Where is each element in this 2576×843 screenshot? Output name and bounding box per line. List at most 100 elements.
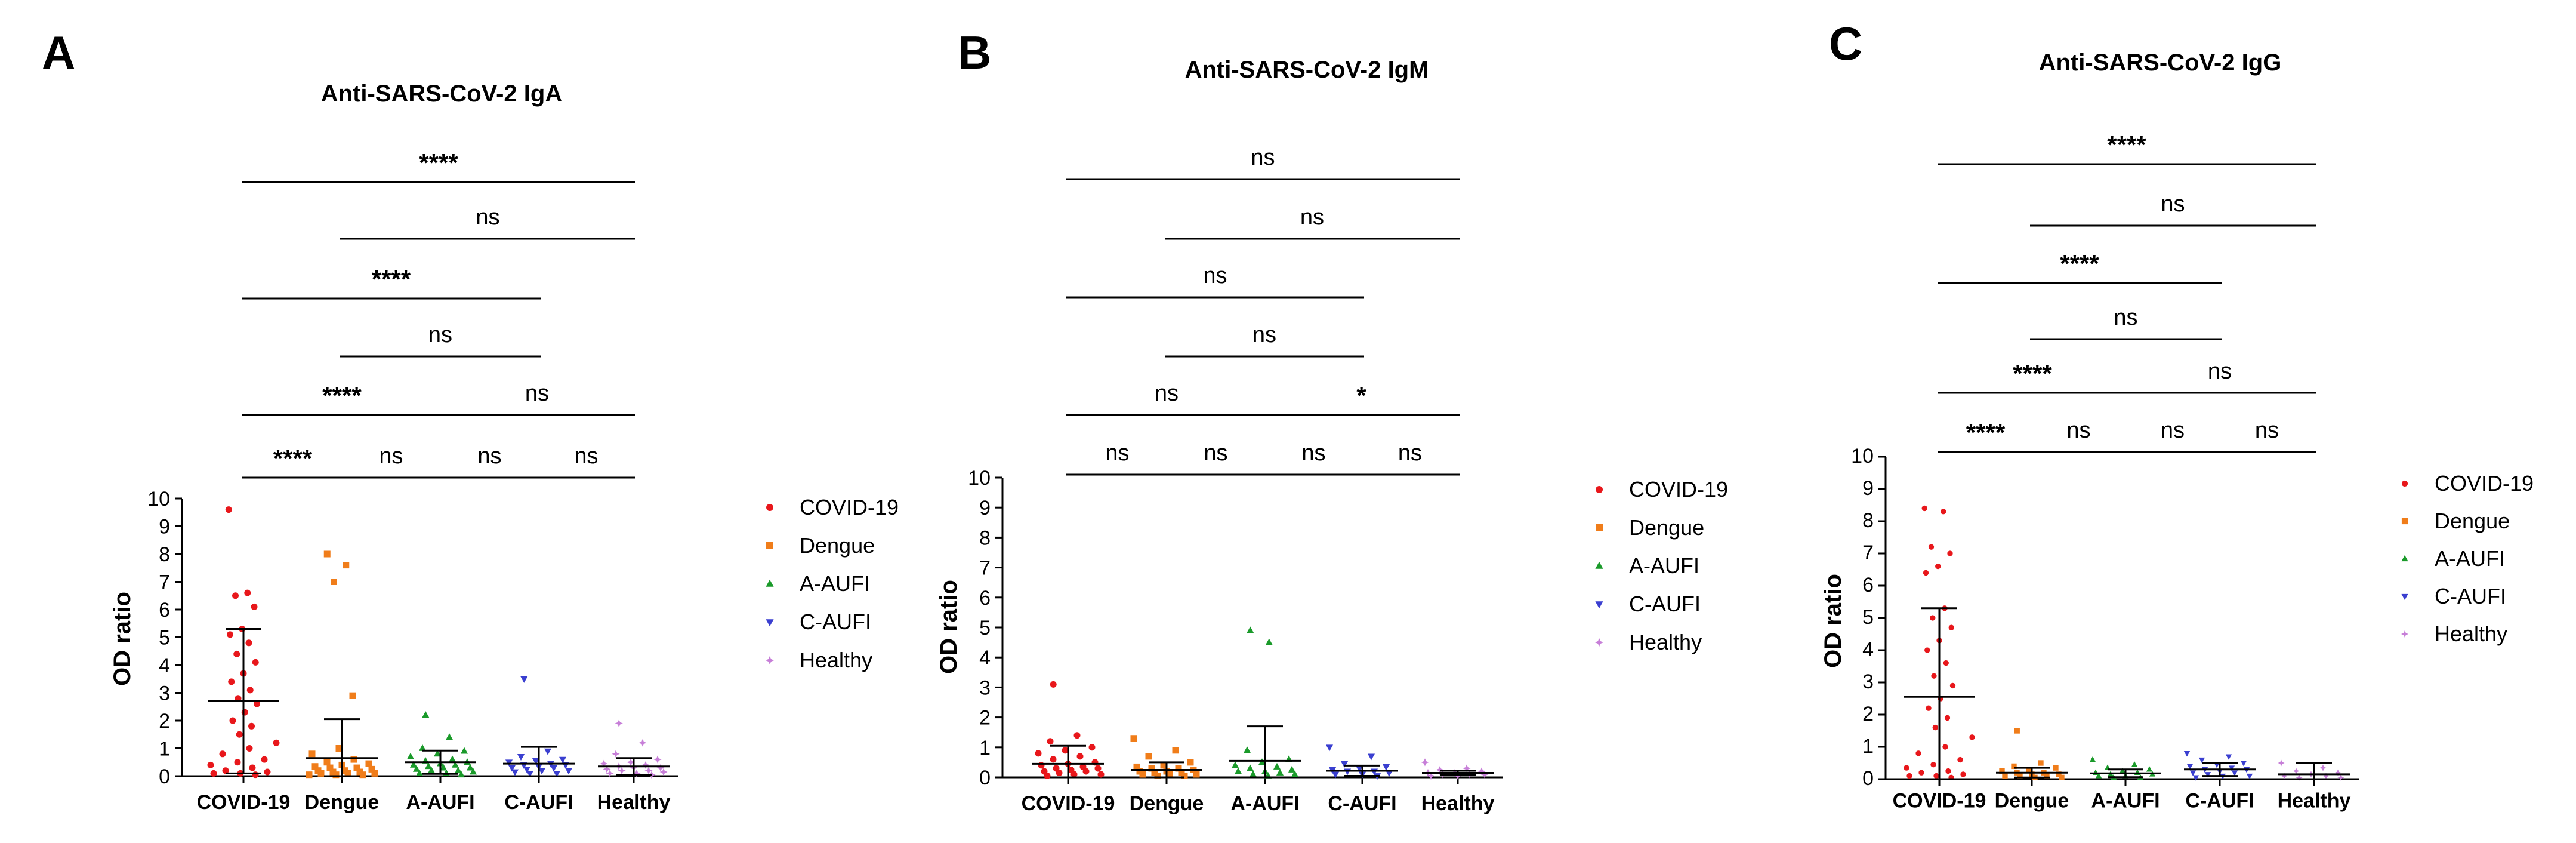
data-point-c-aufi (1355, 765, 1363, 773)
data-point-covid-19 (229, 717, 236, 724)
data-point-c-aufi (2192, 775, 2199, 781)
data-point-a-aufi (422, 711, 430, 718)
data-point-covid-19 (251, 603, 258, 610)
data-point-covid-19 (1047, 738, 1054, 745)
data-point-covid-19 (1969, 734, 1975, 740)
data-point-a-aufi (406, 752, 415, 759)
data-point-covid-19 (1073, 732, 1081, 739)
data-point-c-aufi (1367, 753, 1375, 761)
bracket-label: ns (2255, 418, 2279, 443)
data-point-covid-19 (1945, 768, 1951, 774)
legend-marker-c-aufi (1595, 601, 1603, 609)
y-tick-label: 2 (159, 710, 170, 733)
y-axis-label: OD ratio (109, 592, 135, 686)
data-point-c-aufi (564, 768, 573, 775)
panel-b: B Anti-SARS-CoV-2 IgM 0 1 2 3 4 5 6 7 8 9 10 OD ratio… (936, 26, 1728, 815)
y-tick-label: 10 (147, 488, 170, 510)
data-point-c-aufi (2225, 754, 2232, 760)
x-tick-label-a-aufi: A-AUFI (2091, 790, 2159, 813)
data-point-dengue (306, 771, 313, 779)
data-point-dengue (331, 579, 337, 585)
data-point-healthy (603, 765, 611, 773)
bracket-label: ns (2066, 418, 2090, 443)
data-point-dengue (332, 771, 340, 779)
data-point-covid-19 (1056, 769, 1063, 776)
legend-marker-dengue (1596, 524, 1603, 531)
data-point-covid-19 (1070, 771, 1078, 778)
series-healthy (1421, 758, 1494, 780)
x-tick-label-dengue: Dengue (305, 791, 380, 814)
significance-brackets: ns ns ns ns ns * ns ns ns ns (1066, 145, 1460, 476)
data-point-covid-19 (1947, 550, 1953, 556)
legend-marker-c-aufi (2401, 593, 2408, 601)
y-tick-label: 3 (1862, 670, 1874, 693)
data-point-covid-19 (252, 659, 259, 666)
data-point-covid-19 (1926, 705, 1932, 711)
data-point-c-aufi (1382, 764, 1390, 771)
data-point-a-aufi (1288, 765, 1296, 773)
data-point-covid-19 (246, 745, 253, 752)
data-point-c-aufi (538, 768, 546, 775)
data-point-c-aufi (1340, 761, 1349, 768)
bracket-label: ns (476, 205, 499, 230)
data-point-healthy (2296, 774, 2303, 781)
data-point-covid-19 (1943, 660, 1949, 666)
data-point-covid-19 (246, 687, 254, 694)
data-point-dengue (1166, 771, 1173, 778)
data-point-c-aufi (2240, 761, 2247, 767)
data-point-covid-19 (1932, 724, 1938, 731)
data-point-a-aufi (1243, 746, 1251, 753)
data-point-covid-19 (248, 722, 255, 730)
legend-marker-covid-19 (766, 504, 773, 511)
bracket-label: ns (1300, 205, 1324, 230)
data-point-healthy (638, 739, 647, 747)
data-point-a-aufi (466, 764, 474, 771)
data-point-covid-19 (1931, 673, 1937, 679)
data-point-c-aufi (559, 756, 567, 764)
data-point-covid-19 (254, 700, 260, 707)
data-point-dengue (311, 763, 319, 770)
data-point-healthy (653, 755, 662, 764)
data-point-dengue (365, 760, 372, 767)
data-point-dengue (2014, 728, 2020, 734)
data-point-healthy (2278, 759, 2285, 767)
bracket-label: ns (379, 444, 403, 469)
data-point-c-aufi (1325, 744, 1334, 752)
data-point-covid-19 (1928, 544, 1935, 550)
data-point-c-aufi (2228, 765, 2235, 771)
data-point-covid-19 (1941, 509, 1946, 515)
legend-marker-covid-19 (2401, 480, 2408, 487)
series-covid-19 (1904, 505, 1975, 780)
y-tick-label: 8 (159, 543, 170, 566)
y-tick-label: 0 (1862, 767, 1874, 790)
bracket-label: ns (574, 444, 598, 469)
y-tick-label: 10 (968, 467, 991, 490)
data-point-covid-19 (1935, 563, 1941, 570)
bracket-label: * (1356, 381, 1366, 410)
data-point-covid-19 (1924, 647, 1930, 653)
series-c-aufi (2183, 751, 2256, 781)
y-tick-label: 5 (1862, 606, 1874, 629)
data-point-dengue (1130, 735, 1137, 742)
data-point-covid-19 (1923, 570, 1929, 576)
data-point-healthy (659, 768, 668, 776)
data-point-covid-19 (1948, 624, 1954, 630)
y-tick-label: 7 (979, 557, 991, 580)
data-point-dengue (1175, 765, 1182, 772)
data-point-dengue (1148, 765, 1155, 772)
data-point-a-aufi (1246, 764, 1254, 771)
chart-title: Anti-SARS-CoV-2 IgA (321, 81, 562, 107)
y-tick-label: 5 (979, 617, 991, 639)
series-c-aufi (503, 676, 575, 777)
bracket-label: ns (2208, 359, 2232, 384)
legend-label-healthy: Healthy (800, 648, 872, 672)
panel-letter: C (1829, 17, 1862, 70)
data-point-healthy (2281, 772, 2288, 780)
data-point-dengue (2059, 774, 2065, 780)
y-tick-label: 6 (979, 587, 991, 610)
data-point-dengue (323, 550, 331, 558)
data-point-dengue (1999, 768, 2005, 774)
legend: COVID-19 Dengue A-AUFI C-AUFI Healthy (1594, 477, 1728, 654)
y-tick-label: 1 (159, 738, 170, 761)
